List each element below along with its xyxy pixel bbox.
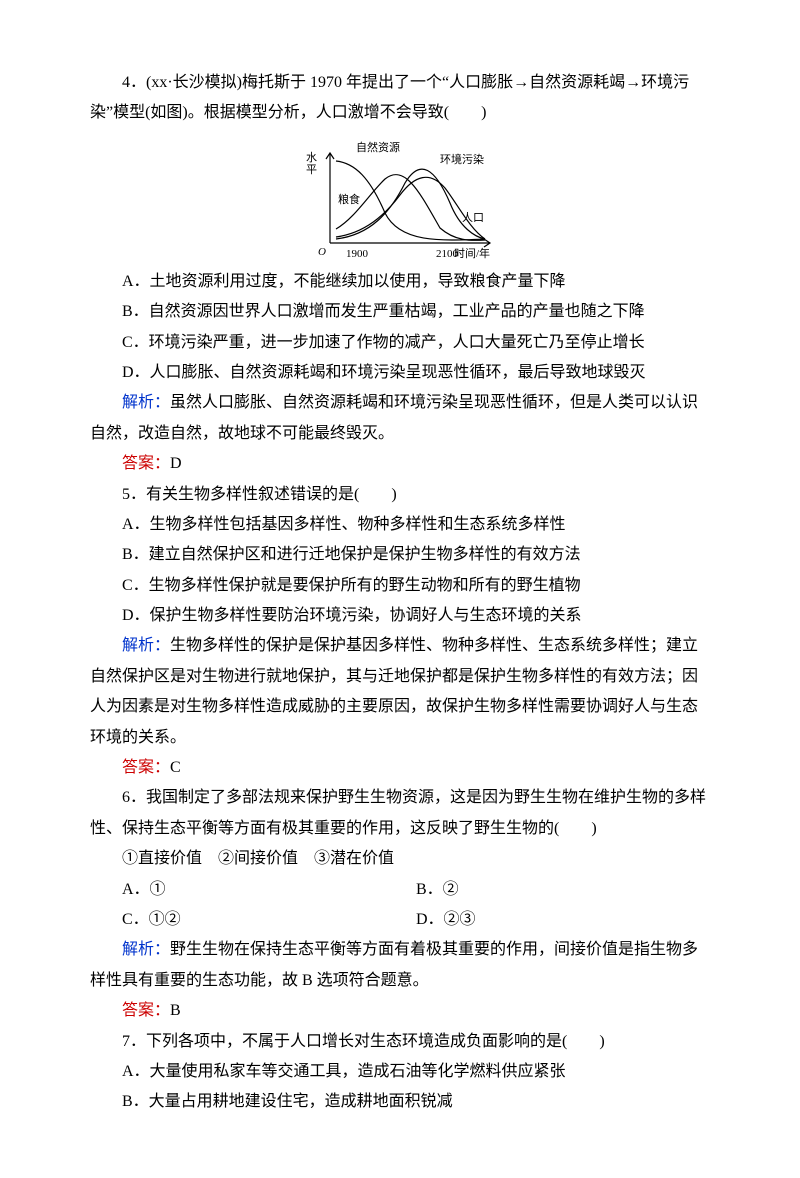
q7-option-b: B．大量占用耕地建设住宅，造成耕地面积锐减 (90, 1087, 710, 1117)
svg-text:粮食: 粮食 (338, 192, 360, 206)
q6-answer-label: 答案： (122, 1002, 170, 1019)
q7-option-a: A．大量使用私家车等交通工具，造成石油等化学燃料供应紧张 (90, 1057, 710, 1087)
q4-option-d: D．人口膨胀、自然资源耗竭和环境污染呈现恶性循环，最后导致地球毁灭 (90, 358, 710, 388)
svg-text:平: 平 (306, 164, 317, 176)
q4-answer: 答案：D (90, 449, 710, 479)
q5-jiexi-label: 解析： (122, 637, 170, 654)
q4-option-c: C．环境污染严重，进一步加速了作物的减产，人口大量死亡乃至停止增长 (90, 328, 710, 358)
svg-text:水: 水 (306, 151, 317, 164)
q6-choices-line: ①直接价值 ②间接价值 ③潜在价值 (90, 844, 710, 874)
q6-option-c: C．①② (122, 905, 416, 935)
q6-option-a: A．① (122, 875, 416, 905)
q6-option-d: D．②③ (416, 905, 710, 935)
q4-jiexi: 解析：虽然人口膨胀、自然资源耗竭和环境污染呈现恶性循环，但是人类可以认识自然，改… (90, 388, 710, 449)
q6-jiexi-text: 野生生物在保持生态平衡等方面有着极其重要的作用，间接价值是指生物多样性具有重要的… (90, 941, 698, 988)
q5-option-a: A．生物多样性包括基因多样性、物种多样性和生态系统多样性 (90, 510, 710, 540)
document-page: 4．(xx·长沙模拟)梅托斯于 1970 年提出了一个“人口膨胀→自然资源耗竭→… (0, 0, 800, 1178)
q5-answer-value: C (170, 759, 181, 776)
q5-option-c: C．生物多样性保护就是要保护所有的野生动物和所有的野生植物 (90, 571, 710, 601)
svg-text:1900: 1900 (346, 248, 369, 260)
q5-answer: 答案：C (90, 753, 710, 783)
q4-jiexi-text: 虽然人口膨胀、自然资源耗竭和环境污染呈现恶性循环，但是人类可以认识自然，改造自然… (90, 394, 698, 441)
q5-option-d: D．保护生物多样性要防治环境污染，协调好人与生态环境的关系 (90, 601, 710, 631)
svg-text:人口: 人口 (462, 211, 484, 224)
q6-option-b: B．② (416, 875, 710, 905)
svg-text:环境污染: 环境污染 (440, 152, 484, 166)
q4-jiexi-label: 解析： (122, 394, 170, 411)
q5-stem: 5．有关生物多样性叙述错误的是( ) (90, 480, 710, 510)
svg-text:O: O (318, 246, 326, 258)
svg-text:时间/年: 时间/年 (454, 246, 490, 260)
svg-text:自然资源: 自然资源 (356, 140, 400, 154)
q4-option-b: B．自然资源因世界人口激增而发生严重枯竭，工业产品的产量也随之下降 (90, 297, 710, 327)
q4-option-a: A．土地资源利用过度，不能继续加以使用，导致粮食产量下降 (90, 267, 710, 297)
q5-option-b: B．建立自然保护区和进行迁地保护是保护生物多样性的有效方法 (90, 540, 710, 570)
q6-jiexi: 解析：野生生物在保持生态平衡等方面有着极其重要的作用，间接价值是指生物多样性具有… (90, 935, 710, 996)
svg-text:2100: 2100 (436, 248, 459, 260)
q5-answer-label: 答案： (122, 759, 170, 776)
q6-stem: 6．我国制定了多部法规来保护野生生物资源，这是因为野生生物在维护生物的多样性、保… (90, 783, 710, 844)
q6-jiexi-label: 解析： (122, 941, 170, 958)
q6-answer: 答案：B (90, 996, 710, 1026)
q4-answer-label: 答案： (122, 455, 170, 472)
q7-stem: 7．下列各项中，不属于人口增长对生态环境造成负面影响的是( ) (90, 1027, 710, 1057)
q4-stem: 4．(xx·长沙模拟)梅托斯于 1970 年提出了一个“人口膨胀→自然资源耗竭→… (90, 68, 710, 129)
q4-answer-value: D (170, 455, 182, 472)
q5-jiexi: 解析：生物多样性的保护是保护基因多样性、物种多样性、生态系统多样性；建立自然保护… (90, 631, 710, 753)
q4-chart: O 水平时间/年 1900 2100 自然资源环境污染粮食人口 (300, 133, 500, 263)
q5-jiexi-text: 生物多样性的保护是保护基因多样性、物种多样性、生态系统多样性；建立自然保护区是对… (90, 637, 698, 745)
q6-row-1: A．① B．② (122, 875, 710, 905)
q6-answer-value: B (170, 1002, 181, 1019)
q6-row-2: C．①② D．②③ (122, 905, 710, 935)
